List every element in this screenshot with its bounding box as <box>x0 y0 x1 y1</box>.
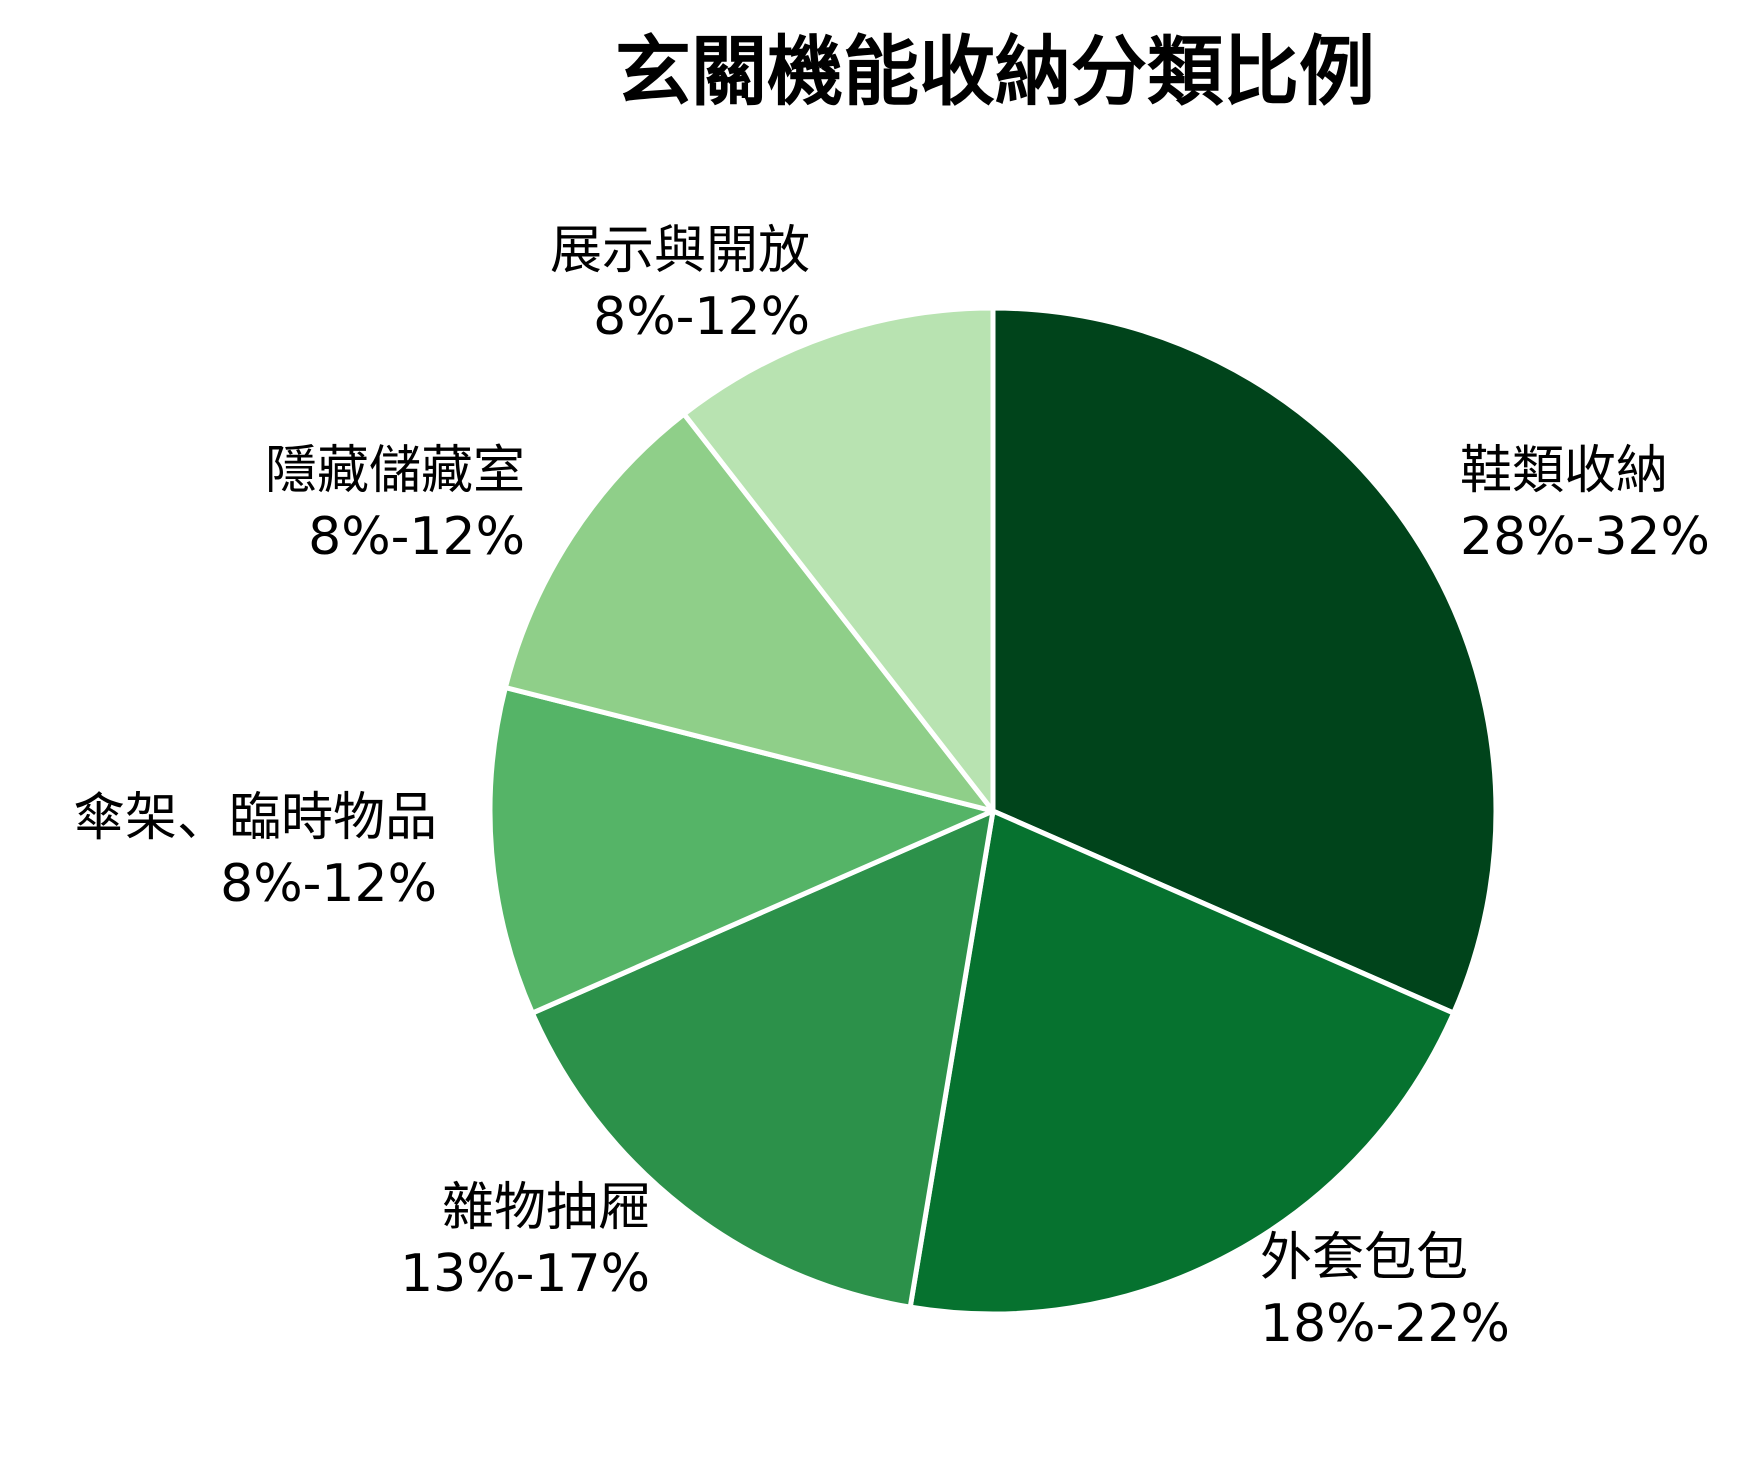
pie-slice <box>907 808 1457 1317</box>
slice-range-label: 8%-12% <box>220 854 437 914</box>
pie-slice <box>529 808 996 1310</box>
pie-slice <box>502 411 996 814</box>
slice-name-label: 傘架、臨時物品 <box>73 788 437 848</box>
slice-range-label: 18%-22% <box>1260 1294 1510 1354</box>
slice-range-label: 8%-12% <box>308 507 525 567</box>
pie-slice <box>487 685 996 1016</box>
slice-name-label: 雜物抽屜 <box>442 1178 650 1238</box>
pie-slices <box>487 305 1499 1317</box>
chart-title: 玄關機能收納分類比例 <box>615 27 1375 116</box>
pie-slice <box>681 305 996 814</box>
slice-name-label: 展示與開放 <box>550 221 810 281</box>
slice-name-label: 鞋類收納 <box>1460 441 1668 501</box>
slice-name-label: 隱藏儲藏室 <box>265 441 525 501</box>
slice-range-label: 8%-12% <box>593 287 810 347</box>
slice-name-label: 外套包包 <box>1260 1228 1468 1288</box>
slice-range-label: 28%-32% <box>1460 507 1710 567</box>
slice-range-label: 13%-17% <box>400 1244 650 1304</box>
pie-slice <box>990 305 1499 1016</box>
